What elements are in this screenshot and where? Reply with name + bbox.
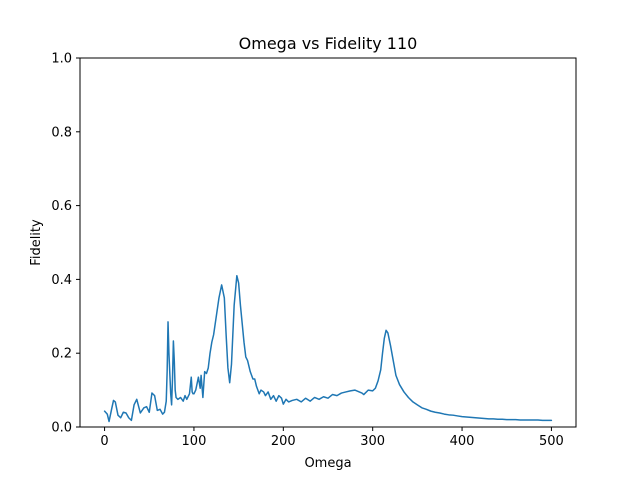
x-tick-label: 0	[100, 434, 108, 449]
y-tick-label: 0.4	[51, 273, 72, 288]
y-tick-label: 0.6	[51, 199, 72, 214]
x-axis-label: Omega	[304, 456, 351, 471]
x-axis-ticks: 0 100 200 300 400 500	[100, 427, 564, 449]
y-tick-label: 0.0	[51, 421, 72, 436]
y-axis-label: Fidelity	[29, 219, 44, 266]
x-tick-label: 500	[539, 434, 564, 449]
y-tick-label: 0.2	[51, 347, 72, 362]
x-tick-label: 100	[182, 434, 207, 449]
series-layer	[103, 274, 553, 423]
y-axis-ticks: 0.0 0.2 0.4 0.6 0.8 1.0	[51, 52, 80, 436]
x-tick-label: 400	[450, 434, 475, 449]
axes-frame	[79, 57, 577, 428]
series-line	[103, 274, 553, 423]
y-tick-label: 1.0	[51, 52, 72, 67]
y-tick-label: 0.8	[51, 125, 72, 140]
x-tick-label: 200	[271, 434, 296, 449]
chart-title: Omega vs Fidelity 110	[239, 34, 418, 53]
x-tick-label: 300	[360, 434, 385, 449]
